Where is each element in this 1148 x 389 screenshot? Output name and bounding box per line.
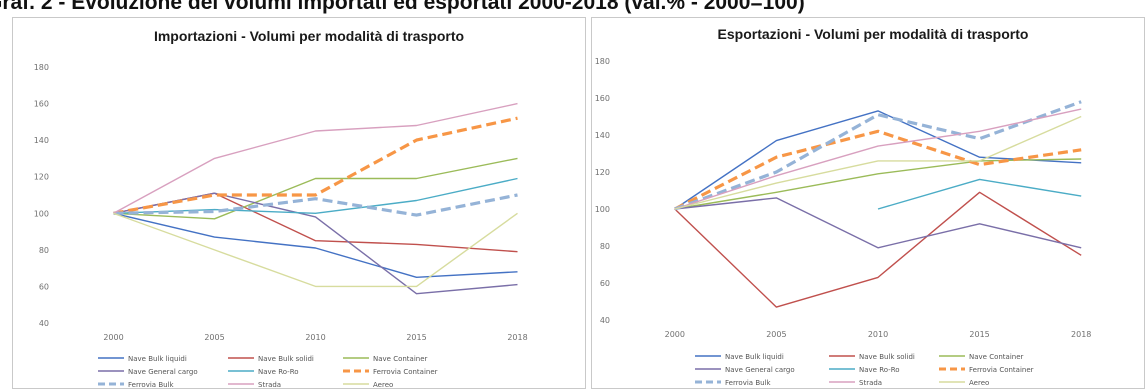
legend-label: Nave Bulk solidi <box>859 353 915 361</box>
x-tick-label: 2000 <box>665 330 685 339</box>
series-line-nave-bulk-solidi <box>674 191 1082 308</box>
legend-label: Ferrovia Container <box>373 368 438 376</box>
x-tick-label: 2010 <box>868 330 888 339</box>
legend-label: Aereo <box>969 379 989 387</box>
x-tick-label: 2015 <box>406 333 426 342</box>
y-tick-label: 100 <box>34 209 49 218</box>
x-tick-label: 2010 <box>305 333 325 342</box>
series-line-nave-ro-ro <box>877 178 1082 210</box>
legend-label: Aereo <box>373 381 393 388</box>
legend-label: Strada <box>258 381 281 388</box>
chart-importazioni: Importazioni - Volumi per modalità di tr… <box>34 28 528 388</box>
y-tick-label: 40 <box>600 316 610 325</box>
page-title-strip: Graf. 2 - Evoluzione dei volumi importat… <box>0 0 1148 17</box>
series-line-nave-container <box>674 158 1082 210</box>
y-tick-label: 60 <box>39 282 49 291</box>
y-tick-label: 80 <box>39 246 49 255</box>
x-tick-label: 2000 <box>103 333 123 342</box>
series-line-aereo <box>674 115 1082 210</box>
series-line-ferrovia-bulk <box>674 100 1082 211</box>
legend-label: Nave Bulk liquidi <box>128 355 187 363</box>
series-line-aereo <box>113 212 518 288</box>
legend-label: Nave Ro-Ro <box>258 368 299 376</box>
legend-label: Nave Container <box>373 355 428 363</box>
chart-title: Importazioni - Volumi per modalità di tr… <box>154 28 464 44</box>
series-line-ferrovia-container <box>113 116 518 215</box>
legend-label: Nave Bulk liquidi <box>725 353 784 361</box>
y-tick-label: 40 <box>39 319 49 328</box>
legend-label: Nave Ro-Ro <box>859 366 900 374</box>
series-line-strada <box>674 108 1082 210</box>
chart-panel-importazioni: Importazioni - Volumi per modalità di tr… <box>12 17 586 389</box>
y-tick-label: 100 <box>595 205 610 214</box>
y-tick-label: 160 <box>34 100 49 109</box>
y-tick-label: 180 <box>595 57 610 66</box>
series-line-ferrovia-container <box>674 129 1082 211</box>
legend-label: Nave Container <box>969 353 1024 361</box>
x-tick-label: 2018 <box>1071 330 1091 339</box>
chart-esportazioni: Esportazioni - Volumi per modalità di tr… <box>595 26 1092 387</box>
series-line-ferrovia-bulk <box>113 193 518 217</box>
x-tick-label: 2015 <box>969 330 989 339</box>
y-tick-label: 120 <box>595 168 610 177</box>
series-line-nave-bulk-liquidi <box>113 212 518 278</box>
legend-label: Ferrovia Container <box>969 366 1034 374</box>
y-tick-label: 60 <box>600 279 610 288</box>
y-tick-label: 180 <box>34 63 49 72</box>
legend-label: Strada <box>859 379 882 387</box>
page-title: Graf. 2 - Evoluzione dei volumi importat… <box>0 0 805 14</box>
y-tick-label: 120 <box>34 173 49 182</box>
legend-label: Ferrovia Bulk <box>128 381 174 388</box>
x-tick-label: 2018 <box>507 333 527 342</box>
x-tick-label: 2005 <box>766 330 786 339</box>
legend-label: Nave General cargo <box>128 368 198 376</box>
chart-title: Esportazioni - Volumi per modalità di tr… <box>718 26 1029 42</box>
y-tick-label: 80 <box>600 242 610 251</box>
legend-label: Nave General cargo <box>725 366 795 374</box>
y-tick-label: 140 <box>595 131 610 140</box>
series-line-strada <box>113 102 518 214</box>
legend-label: Ferrovia Bulk <box>725 379 771 387</box>
y-tick-label: 160 <box>595 94 610 103</box>
legend-label: Nave Bulk solidi <box>258 355 314 363</box>
chart-panel-esportazioni: Esportazioni - Volumi per modalità di tr… <box>591 17 1145 389</box>
series-line-nave-container <box>113 157 518 220</box>
y-tick-label: 140 <box>34 136 49 145</box>
x-tick-label: 2005 <box>204 333 224 342</box>
series-line-nave-general-cargo <box>674 197 1082 249</box>
